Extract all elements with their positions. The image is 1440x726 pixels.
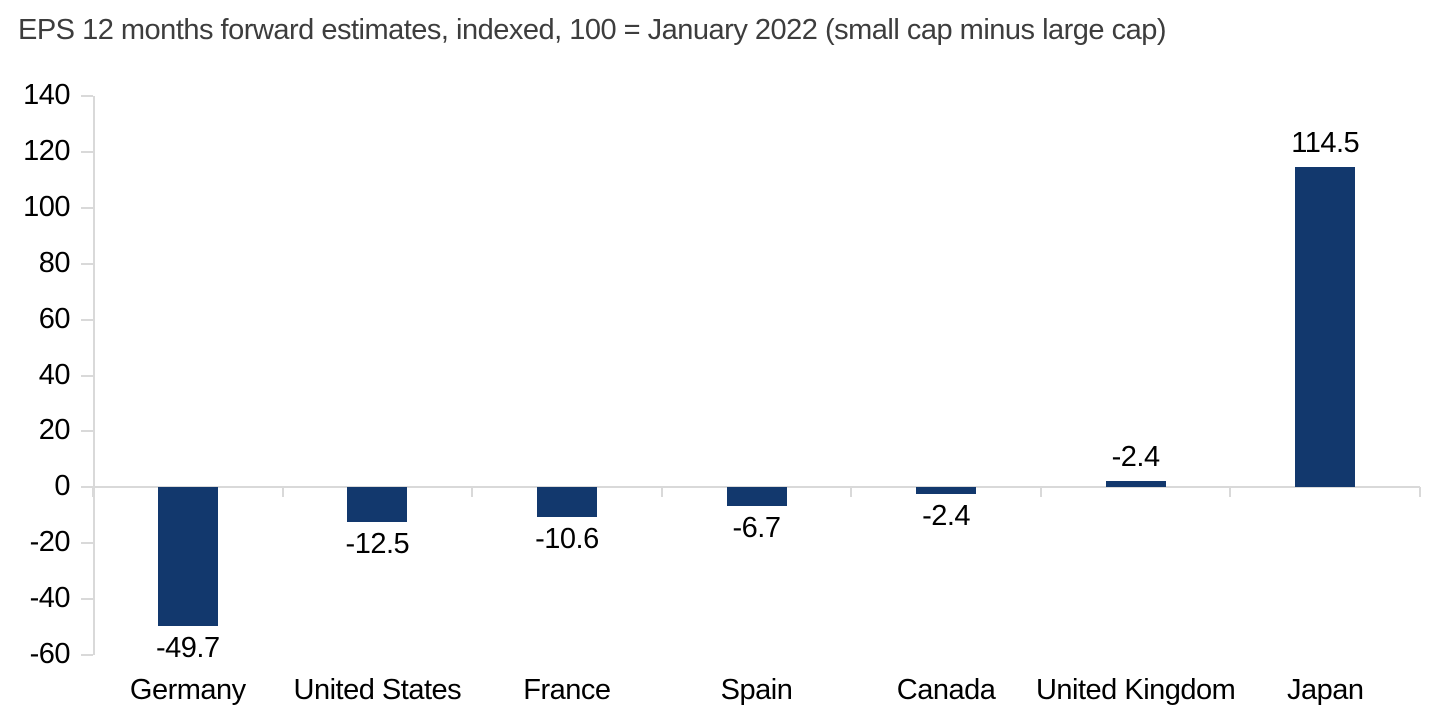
bar: [1295, 167, 1356, 488]
y-axis-tick: [81, 598, 93, 601]
x-category-label: Japan: [1286, 674, 1364, 706]
y-axis-tick: [81, 95, 93, 97]
x-category-label: United Kingdom: [1035, 674, 1236, 706]
y-axis-tick: [81, 430, 93, 433]
bar: [916, 487, 977, 494]
y-axis-tick-label: 60: [38, 302, 71, 335]
x-axis-tick: [850, 487, 853, 498]
y-axis-tick-label: 20: [38, 414, 71, 447]
x-category-label: Germany: [129, 674, 246, 706]
bar: [157, 487, 218, 627]
bar: [536, 487, 597, 517]
bar-value-label: -49.7: [155, 632, 220, 665]
x-axis-tick: [92, 487, 94, 498]
bar-value-label: -2.4: [1111, 440, 1160, 473]
y-axis-tick: [81, 486, 93, 489]
y-axis-tick-label: -20: [29, 526, 71, 559]
y-axis-tick: [81, 374, 93, 377]
bar-value-label: -2.4: [922, 500, 971, 532]
y-axis-tick-label: 100: [23, 190, 70, 223]
bar-value-label: -6.7: [732, 512, 781, 545]
y-axis-tick-label: 140: [23, 79, 70, 111]
x-category-label: Spain: [720, 674, 793, 706]
y-axis-tick: [81, 542, 93, 545]
x-axis-tick: [471, 487, 474, 498]
bar-value-label: 114.5: [1291, 127, 1360, 160]
x-category-label: Canada: [896, 674, 996, 706]
x-axis-tick: [1229, 487, 1232, 498]
x-axis-tick: [1039, 487, 1042, 498]
y-axis-tick-label: 120: [23, 134, 70, 167]
y-axis-tick-label: 0: [54, 470, 70, 503]
x-axis-tick: [281, 487, 284, 498]
x-axis-tick: [1419, 487, 1421, 498]
bar: [726, 487, 787, 507]
y-axis-line: [93, 96, 95, 655]
y-axis-tick: [81, 150, 93, 153]
chart-title: EPS 12 months forward estimates, indexed…: [18, 14, 1167, 46]
bar-value-label: -12.5: [345, 528, 410, 561]
x-category-label: France: [523, 674, 611, 706]
y-axis-tick: [81, 206, 93, 209]
y-axis-tick: [81, 654, 93, 656]
y-axis-tick-label: 40: [38, 358, 71, 391]
bar-value-label: -10.6: [535, 522, 599, 555]
y-axis-tick-label: -60: [29, 638, 71, 670]
x-category-label: United States: [293, 674, 462, 706]
y-axis-tick-label: -40: [29, 582, 71, 615]
bar: [347, 487, 408, 523]
y-axis-tick: [81, 262, 93, 265]
x-axis-tick: [660, 487, 663, 498]
y-axis-tick-label: 80: [38, 246, 71, 279]
y-axis-tick: [81, 318, 93, 321]
bar: [1105, 480, 1166, 488]
